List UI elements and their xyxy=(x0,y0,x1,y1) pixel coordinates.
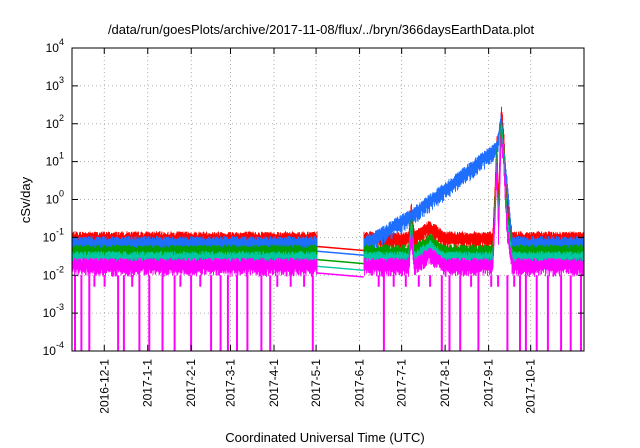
y-tick-label: 101 xyxy=(46,151,64,169)
y-tick-label: 104 xyxy=(46,37,64,55)
x-tick-label: 2017-9-1 xyxy=(482,359,496,407)
chart-title: /data/run/goesPlots/archive/2017-11-08/f… xyxy=(108,22,535,37)
x-tick-label: 2017-7-1 xyxy=(395,359,409,407)
x-tick-label: 2017-2-1 xyxy=(184,359,198,407)
x-tick-label: 2017-1-1 xyxy=(141,359,155,407)
series-gap-line xyxy=(317,258,364,265)
x-tick-label: 2017-4-1 xyxy=(267,359,281,407)
y-axis: 10-4 10-3 10-2 10-1 100 101 102 103 104 xyxy=(43,37,584,358)
x-axis: 2016-12-1 2017-1-1 2017-2-1 2017-3-1 2017-4-… xyxy=(97,48,538,414)
y-tick-label: 10-1 xyxy=(43,226,64,244)
series-gap-line xyxy=(317,245,364,252)
y-tick-label: 103 xyxy=(46,75,64,93)
y-axis-label: cSv/day xyxy=(18,176,33,223)
y-tick-label: 102 xyxy=(46,113,64,131)
x-axis-label: Coordinated Universal Time (UTC) xyxy=(225,430,424,445)
x-tick-label: 2017-10-1 xyxy=(524,359,538,414)
y-tick-label: 10-4 xyxy=(43,340,64,358)
series-line xyxy=(72,129,584,278)
y-tick-label: 10-2 xyxy=(43,264,64,282)
series-gap-line xyxy=(317,250,364,256)
series-gap-line xyxy=(317,272,364,278)
series-dropouts xyxy=(74,275,582,351)
x-tick-label: 2016-12-1 xyxy=(97,359,111,414)
y-tick-label: 10-3 xyxy=(43,302,64,320)
x-tick-label: 2017-3-1 xyxy=(224,359,238,407)
y-tick-label: 100 xyxy=(46,189,64,207)
series-gap-line xyxy=(317,265,364,272)
x-tick-label: 2017-6-1 xyxy=(353,359,367,407)
plot-area xyxy=(72,106,584,351)
x-tick-label: 2017-5-1 xyxy=(309,359,323,407)
x-tick-label: 2017-8-1 xyxy=(438,359,452,407)
